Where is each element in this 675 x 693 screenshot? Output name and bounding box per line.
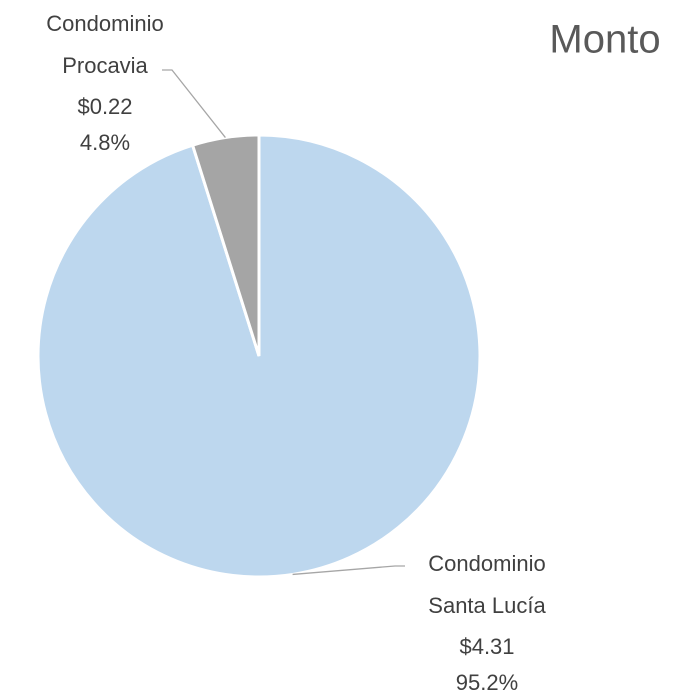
category-label: Condominio Santa Lucía	[428, 551, 546, 618]
leader-line	[162, 69, 226, 138]
category-label: Condominio Procavia	[46, 11, 163, 78]
value-label: $4.31	[459, 634, 514, 659]
value-label: $0.22	[77, 94, 132, 119]
chart-title: Monto	[549, 18, 660, 62]
leader-line	[292, 565, 405, 576]
percent-label: 4.8%	[80, 130, 130, 155]
percent-label: 95.2%	[456, 670, 518, 693]
